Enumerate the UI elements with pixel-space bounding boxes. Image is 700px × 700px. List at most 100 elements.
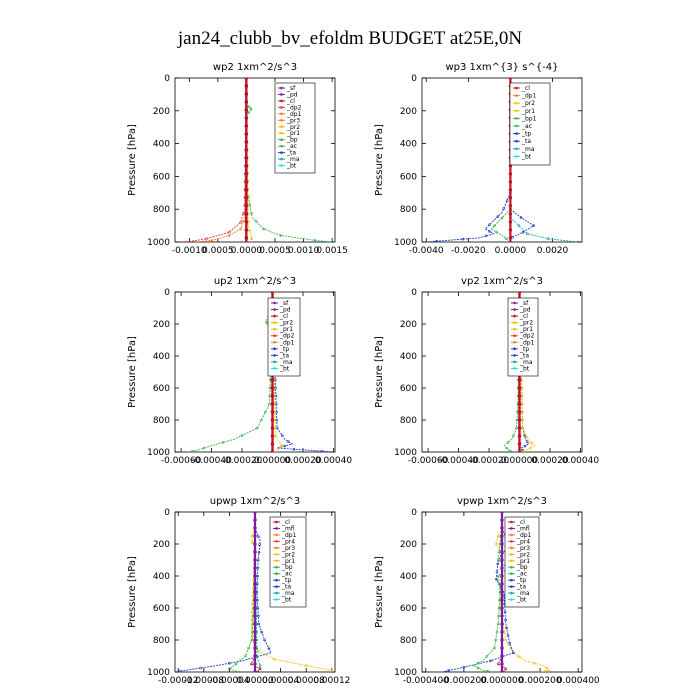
series-line xyxy=(194,94,247,242)
series-marker xyxy=(280,434,284,437)
legend-marker xyxy=(280,86,283,90)
series-marker xyxy=(244,156,249,160)
legend-label: _ma xyxy=(521,146,535,153)
legend-marker xyxy=(275,585,278,588)
series-marker xyxy=(244,212,249,216)
series-marker xyxy=(503,610,507,614)
series-marker xyxy=(244,188,249,192)
legend-label: _ta xyxy=(521,138,531,145)
legend-frame xyxy=(504,516,540,608)
series-marker xyxy=(258,664,262,667)
legend-label: _pr1 xyxy=(516,558,530,565)
series-marker xyxy=(257,550,261,554)
legend: _sf_pd_cl_dp2_dp1_pr3_pr2_pr1_bp_ac_ta_m… xyxy=(274,82,316,174)
series-marker xyxy=(221,441,225,444)
legend-label: _dp2 xyxy=(279,333,295,340)
series-marker xyxy=(253,566,257,570)
legend-marker xyxy=(513,354,516,357)
series-marker xyxy=(500,646,504,650)
legend-marker xyxy=(280,112,283,116)
series-marker xyxy=(292,447,296,451)
series-marker xyxy=(525,435,528,438)
legend-item: _ta xyxy=(273,584,291,591)
legend-item: _ta xyxy=(513,138,531,145)
series-marker xyxy=(244,92,249,96)
legend-item: _bp xyxy=(508,564,528,571)
series-marker xyxy=(508,212,513,216)
legend-marker xyxy=(275,546,278,550)
series-marker xyxy=(330,670,334,672)
legend-label: _pr2 xyxy=(519,320,533,327)
legend-item: _dp1 xyxy=(508,532,532,539)
legend-label: _tp xyxy=(521,131,531,138)
legend-item: _pr2 xyxy=(508,551,530,558)
legend-marker xyxy=(513,347,516,351)
legend-item: _mfl xyxy=(273,525,295,532)
legend-label: _ac xyxy=(281,571,292,578)
legend-label: _dp1 xyxy=(519,339,535,346)
series-marker xyxy=(244,100,249,104)
series-marker xyxy=(273,418,277,422)
legend-marker xyxy=(510,553,513,556)
series-marker xyxy=(193,240,197,242)
series-marker xyxy=(253,542,257,546)
series-marker xyxy=(508,236,513,240)
legend-item: _pr3 xyxy=(508,545,530,552)
series-marker xyxy=(256,558,260,562)
y-tick-label: 200 xyxy=(400,540,417,550)
series-group xyxy=(185,78,334,242)
series-marker xyxy=(447,669,451,672)
series-marker xyxy=(500,216,504,220)
series-marker xyxy=(493,224,496,227)
legend-marker xyxy=(510,559,513,563)
legend-marker xyxy=(275,559,278,563)
series-marker xyxy=(517,386,522,390)
x-tick-label: 0.00004 xyxy=(262,676,299,686)
y-tick-label: 600 xyxy=(153,172,170,182)
series-marker xyxy=(244,84,249,88)
series-marker xyxy=(500,550,504,554)
legend-marker xyxy=(513,367,516,370)
legend-marker xyxy=(280,138,283,141)
legend-marker xyxy=(510,598,513,601)
legend-marker xyxy=(513,321,516,324)
series-marker xyxy=(533,661,536,665)
series-marker xyxy=(496,215,500,218)
series-marker xyxy=(528,446,532,450)
legend-label: _ma xyxy=(286,156,300,163)
series-marker xyxy=(244,180,249,184)
legend-item: _ta xyxy=(278,150,296,157)
series-marker xyxy=(500,534,504,538)
legend-item: _pd xyxy=(278,91,298,98)
series-marker xyxy=(185,240,188,242)
series-marker xyxy=(247,105,250,108)
legend-marker xyxy=(280,157,283,161)
legend-item: _ac xyxy=(273,571,292,578)
legend-item: _pr3 xyxy=(278,117,300,124)
series-marker xyxy=(508,641,511,645)
legend-item: _dp2 xyxy=(271,333,295,340)
x-tick-label: 0.0010 xyxy=(288,246,320,256)
y-tick-label: 800 xyxy=(153,205,170,215)
series-marker xyxy=(250,626,254,630)
legend-label: _pr1 xyxy=(519,326,533,333)
legend-item: _bp1 xyxy=(513,115,537,122)
series-marker xyxy=(517,450,522,452)
series-marker xyxy=(248,229,251,232)
series-group xyxy=(426,78,580,242)
series-marker xyxy=(500,622,504,626)
x-tick-label: -0.00008 xyxy=(184,676,225,686)
legend-marker xyxy=(273,327,276,331)
series-tp xyxy=(443,526,515,672)
series-marker xyxy=(267,647,271,650)
series-marker xyxy=(253,638,257,642)
series-marker xyxy=(274,434,277,438)
y-axis-label: Pressure [hPa] xyxy=(127,556,138,628)
legend-item: _ma xyxy=(508,590,530,597)
legend-label: _pd xyxy=(286,91,298,98)
series-marker xyxy=(228,230,231,234)
legend-marker xyxy=(275,591,278,595)
series-marker xyxy=(228,667,231,671)
y-tick-label: 800 xyxy=(153,636,170,646)
x-tick-label: -0.0040 xyxy=(409,246,444,256)
